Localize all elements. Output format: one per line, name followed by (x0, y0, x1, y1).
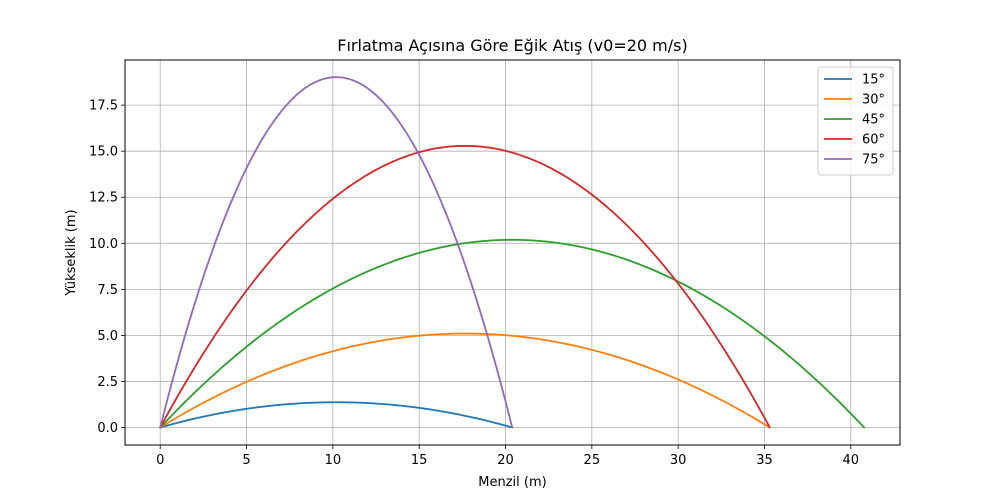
x-tick-label: 5 (242, 453, 250, 468)
series-line-2 (159, 238, 865, 429)
legend-label: 60° (862, 133, 885, 148)
series-line-0 (159, 401, 514, 429)
x-tick-label: 20 (497, 453, 514, 468)
legend-label: 30° (862, 93, 885, 108)
series-line-1 (159, 332, 771, 429)
y-tick-label: 10.0 (89, 237, 118, 252)
series-line-4 (159, 76, 514, 429)
series-line-3 (159, 144, 771, 429)
legend-box (817, 66, 894, 176)
legend-label: 45° (862, 113, 885, 128)
x-axis-label: Menzil (m) (478, 475, 546, 490)
legend-label: 15° (862, 73, 885, 88)
series-lines (159, 76, 865, 429)
y-tick-label: 17.5 (89, 99, 118, 114)
y-tick-label: 0.0 (97, 421, 118, 436)
y-tick-label: 15.0 (89, 145, 118, 160)
plot-frame (124, 59, 901, 446)
x-tick-label: 0 (156, 453, 164, 468)
legend-label: 75° (862, 153, 885, 168)
x-tick-label: 35 (756, 453, 773, 468)
x-tick-label: 30 (670, 453, 687, 468)
chart-title: Fırlatma Açısına Göre Eğik Atış (v0=20 m… (337, 36, 687, 55)
y-tick-label: 5.0 (97, 329, 118, 344)
x-tick-label: 25 (584, 453, 601, 468)
x-tick-label: 10 (325, 453, 342, 468)
y-axis-label: Yükseklik (m) (64, 209, 79, 296)
x-tick-label: 15 (411, 453, 428, 468)
y-tick-label: 7.5 (97, 283, 118, 298)
axis-ticks: 0 5 10 15 20 25 30 35 40 0.0 2.5 5.0 7.5 10.0 12.5 15.0… (89, 99, 859, 468)
y-tick-label: 2.5 (97, 375, 118, 390)
x-tick-label: 40 (843, 453, 860, 468)
y-tick-label: 12.5 (89, 191, 118, 206)
legend: 15° 30° 45° 60° 75° (817, 66, 894, 176)
